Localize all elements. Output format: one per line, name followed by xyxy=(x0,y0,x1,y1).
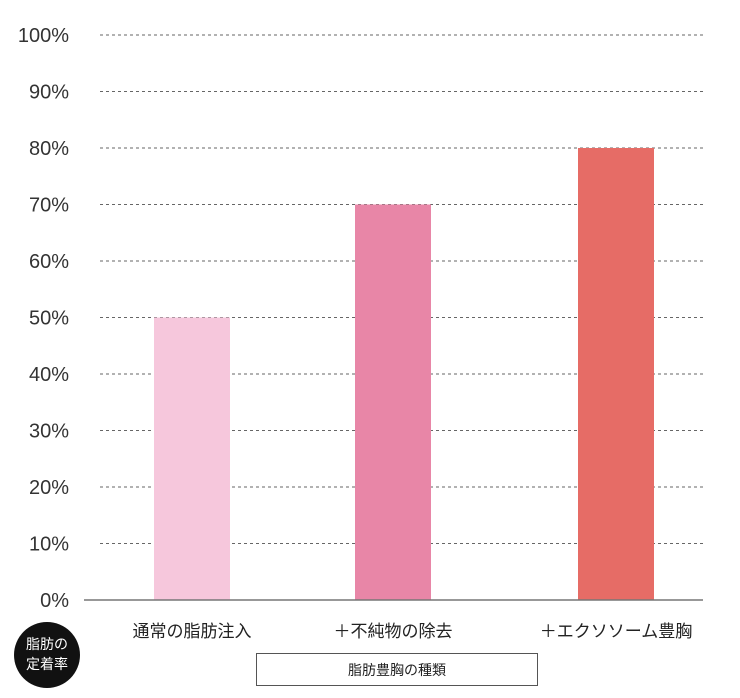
y-tick-label: 100% xyxy=(18,25,69,47)
bar xyxy=(578,148,654,600)
bar xyxy=(355,204,431,600)
bar xyxy=(154,317,230,600)
y-tick-label: 0% xyxy=(40,590,69,612)
x-category-label: ＋エクソソーム豊胸 xyxy=(540,622,693,642)
y-tick-label: 20% xyxy=(29,477,69,499)
y-axis-label-badge: 脂肪の 定着率 xyxy=(14,622,80,688)
y-tick-label: 10% xyxy=(29,534,69,556)
bars xyxy=(154,148,654,600)
y-tick-label: 70% xyxy=(29,195,69,217)
y-tick-label: 90% xyxy=(29,82,69,104)
y-tick-label: 50% xyxy=(29,308,69,330)
y-axis-label-line2: 定着率 xyxy=(26,657,68,673)
y-tick-label: 60% xyxy=(29,251,69,273)
x-axis-label: 脂肪豊胸の種類 xyxy=(348,662,446,679)
y-tick-label: 30% xyxy=(29,421,69,443)
x-axis-label-box: 脂肪豊胸の種類 xyxy=(256,653,538,686)
x-category-label: ＋不純物の除去 xyxy=(334,622,453,642)
x-category-label: 通常の脂肪注入 xyxy=(133,622,252,642)
x-axis-categories: 通常の脂肪注入 ＋不純物の除去 ＋エクソソーム豊胸 xyxy=(133,622,693,642)
y-tick-label: 40% xyxy=(29,364,69,386)
y-axis-ticks: 0% 10% 20% 30% 40% 50% 60% 70% 80% 90% 100% xyxy=(18,25,69,612)
y-axis-label-line1: 脂肪の xyxy=(26,637,68,653)
y-tick-label: 80% xyxy=(29,138,69,160)
